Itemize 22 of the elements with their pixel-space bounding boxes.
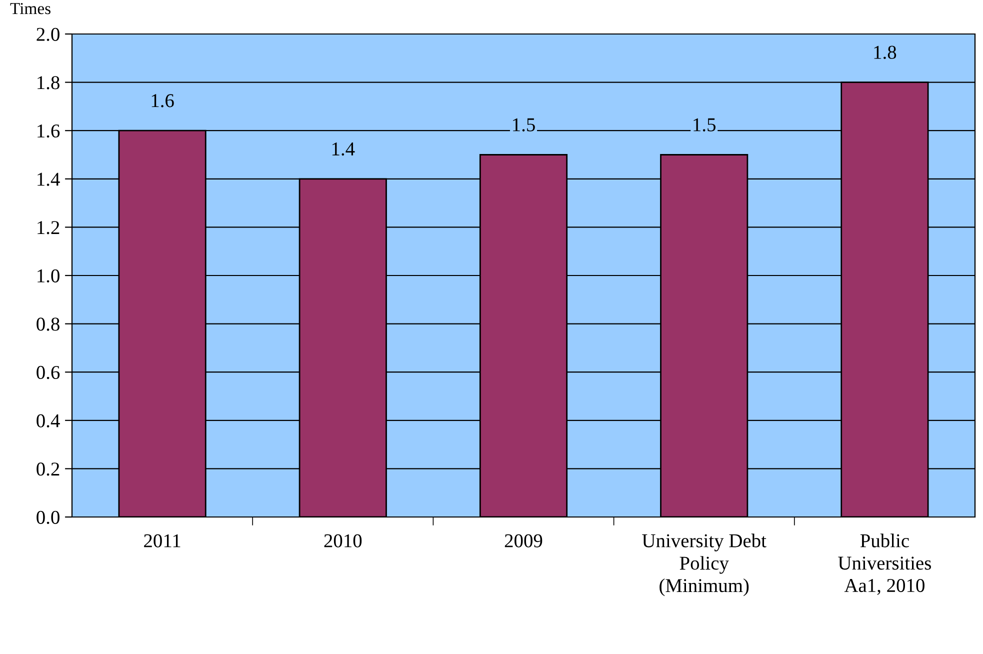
y-tick-label: 0.2 bbox=[36, 462, 60, 476]
y-tick-label: 0.0 bbox=[36, 510, 60, 524]
data-label: 1.5 bbox=[694, 118, 716, 132]
y-tick-label: 1.8 bbox=[38, 76, 60, 90]
y-tick-label: 1.6 bbox=[38, 124, 60, 138]
x-tick-label: 2011 bbox=[144, 534, 180, 548]
y-tick-label: 0.8 bbox=[36, 318, 60, 331]
x-tick-label: University Debt Policy (Minimum) bbox=[642, 534, 766, 596]
data-label: 1.4 bbox=[332, 142, 355, 156]
y-tick-label: 1.2 bbox=[38, 221, 60, 234]
x-tick-label: 2009 bbox=[504, 534, 542, 548]
y-tick-label: 2.0 bbox=[36, 28, 60, 42]
data-label: 1.5 bbox=[513, 118, 535, 132]
y-tick-label: 0.4 bbox=[36, 414, 60, 428]
x-tick-label: Public Universities Aa1, 2010 bbox=[838, 534, 931, 595]
y-axis-title: Times bbox=[10, 2, 50, 14]
data-label: 1.6 bbox=[152, 94, 174, 108]
x-tick-label: 2010 bbox=[324, 534, 362, 548]
data-label: 1.8 bbox=[874, 46, 896, 59]
y-tick-label: 0.6 bbox=[36, 366, 60, 380]
y-tick-label: 1.0 bbox=[38, 269, 60, 283]
y-tick-label: 1.4 bbox=[38, 172, 60, 186]
